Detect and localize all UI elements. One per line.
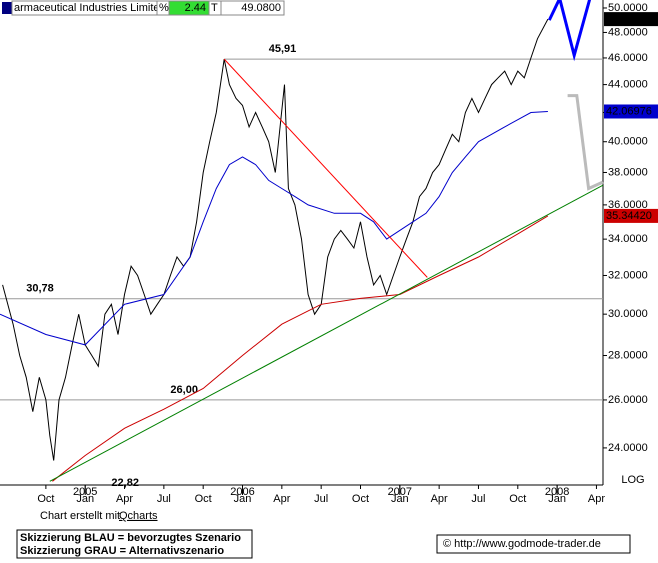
legend-note: Skizzierung GRAU = Alternativszenario (20, 545, 224, 557)
y-tick-label: 28.0000 (608, 349, 648, 361)
x-tick-label: Apr (431, 493, 448, 505)
series-line (547, 0, 592, 62)
series-line (52, 215, 549, 482)
last-value-label: 35.34420 (606, 210, 652, 222)
y-tick-label: 34.0000 (608, 233, 648, 245)
header-box (220, 0, 285, 16)
level-label: 45,91 (269, 43, 297, 55)
credit: Chart erstellt mit (40, 510, 120, 522)
change: 2.44 (185, 2, 206, 14)
series-line (567, 94, 604, 191)
x-tick-label: Jul (157, 493, 171, 505)
x-tick-label: Jan (234, 493, 252, 505)
y-tick-label: 46.0000 (608, 52, 648, 64)
credit-link[interactable]: Qcharts (119, 510, 158, 522)
year-label: 2005 (73, 486, 97, 498)
last-value-box (604, 104, 658, 119)
year-label: 2006 (230, 486, 254, 498)
x-tick-label: Jul (314, 493, 328, 505)
series-line (49, 184, 604, 482)
x-tick-label: Oct (37, 493, 54, 505)
y-tick-label: 30.0000 (608, 308, 648, 320)
last-value-label: 42.06976 (606, 105, 652, 117)
x-tick-label: Apr (588, 493, 605, 505)
y-tick-label: 50.0000 (608, 2, 648, 14)
x-tick-label: Apr (273, 493, 290, 505)
x-tick-label: Jan (548, 493, 566, 505)
y-tick-label: 36.0000 (608, 199, 648, 211)
last-value-box (604, 208, 658, 223)
y-tick-label: 24.0000 (608, 442, 648, 454)
header-icon (2, 2, 12, 14)
level-label: 30,78 (26, 283, 54, 295)
year-label: 2008 (545, 486, 569, 498)
y-tick-label: 44.0000 (608, 79, 648, 91)
last-value-label: 49.0800 (606, 13, 646, 25)
year-label: 2007 (388, 486, 412, 498)
level-label: 26,00 (170, 384, 198, 396)
y-tick-label: 48.0000 (608, 26, 648, 38)
x-tick-label: Apr (116, 493, 133, 505)
x-tick-label: Jan (391, 493, 409, 505)
last-price: 49.0800 (241, 2, 281, 14)
series-line (0, 111, 548, 346)
t-label: T (211, 2, 218, 14)
y-tick-label: 38.0000 (608, 166, 648, 178)
x-tick-label: Oct (352, 493, 369, 505)
x-tick-label: Oct (509, 493, 526, 505)
scale-label: LOG (621, 474, 644, 486)
x-tick-label: Jul (471, 493, 485, 505)
y-tick-label: 32.0000 (608, 269, 648, 281)
legend-note: Skizzierung BLAU = bevorzugtes Szenario (20, 532, 241, 544)
copyright-box (436, 534, 631, 554)
x-tick-label: Oct (195, 493, 212, 505)
copyright: © http://www.godmode-trader.de (443, 538, 601, 550)
pct-label: % (159, 2, 169, 14)
low-label: 22,82 (111, 477, 139, 489)
y-tick-label: 40.0000 (608, 136, 648, 148)
series-line (2, 18, 549, 461)
y-tick-label: 26.0000 (608, 394, 648, 406)
x-tick-label: Jan (76, 493, 94, 505)
last-value-box (604, 12, 658, 27)
instrument-name: armaceutical Industries Limited (14, 2, 166, 14)
series-line (223, 58, 428, 278)
legend-box (16, 529, 253, 559)
